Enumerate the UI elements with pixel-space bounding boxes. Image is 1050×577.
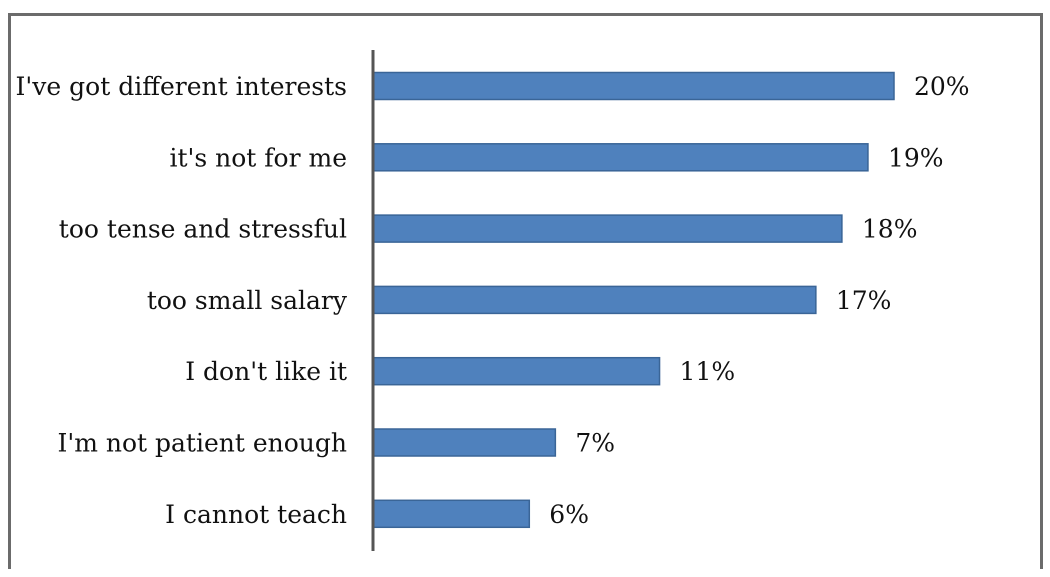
category-label: I don't like it (185, 357, 347, 386)
bars-layer (372, 71, 895, 529)
bar (372, 143, 869, 172)
value-label: 18% (862, 215, 918, 244)
category-label: I cannot teach (165, 500, 347, 529)
bar (372, 428, 557, 457)
category-label: I've got different interests (16, 72, 347, 101)
bar (372, 499, 531, 529)
labels-layer: I've got different interests 20% it's not … (16, 72, 970, 529)
value-label: 17% (836, 286, 892, 315)
category-label: too small salary (147, 286, 348, 315)
category-label: it's not for me (169, 143, 347, 172)
value-label: 19% (888, 143, 944, 172)
value-label: 6% (549, 500, 589, 529)
category-label: I'm not patient enough (57, 429, 347, 458)
bar (372, 71, 895, 101)
value-label: 20% (914, 72, 970, 101)
bar (372, 285, 817, 315)
bar (372, 356, 661, 386)
value-label: 11% (680, 357, 736, 386)
category-label: too tense and stressful (59, 215, 347, 244)
value-label: 7% (575, 429, 615, 458)
bar (372, 214, 843, 243)
